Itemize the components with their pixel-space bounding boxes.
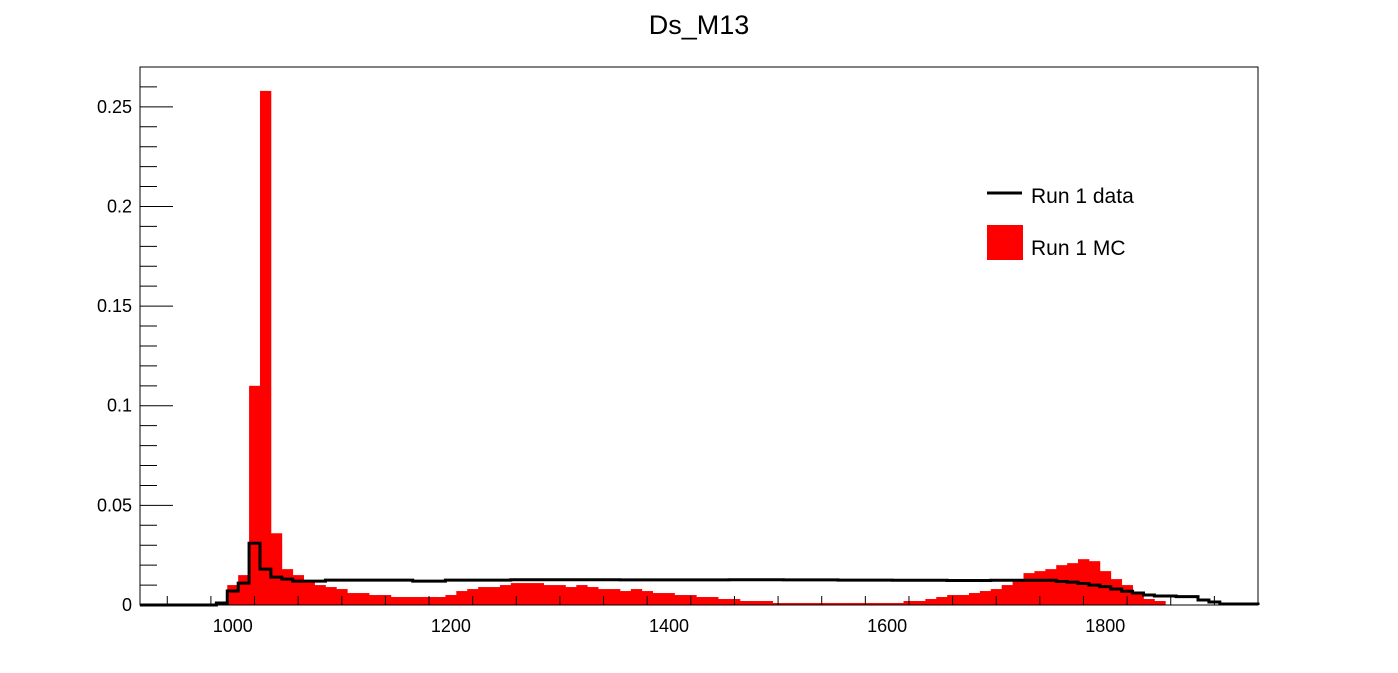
plot-frame	[139, 66, 1259, 606]
mc-bar	[347, 593, 359, 605]
y-tick-label: 0.25	[97, 97, 132, 117]
mc-bar	[249, 385, 261, 605]
mc-bar	[543, 585, 555, 605]
x-tick-label: 1200	[431, 616, 471, 636]
mc-bar	[1001, 585, 1013, 605]
mc-bar	[456, 591, 468, 605]
mc-bar	[576, 585, 588, 605]
legend-label-data: Run 1 data	[1031, 185, 1134, 208]
y-tick-label: 0.2	[107, 196, 132, 216]
mc-bar	[303, 581, 315, 605]
mc-bar	[881, 603, 894, 605]
x-tick-label: 1400	[649, 616, 689, 636]
x-tick-label: 1000	[213, 616, 253, 636]
mc-bar	[914, 601, 926, 605]
data-histogram-line	[140, 541, 1260, 607]
mc-bar	[390, 597, 403, 605]
y-tick-label: 0.1	[107, 396, 132, 416]
mc-bar	[619, 591, 632, 605]
y-tick-label: 0.05	[97, 495, 132, 515]
mc-bar	[1110, 579, 1123, 605]
legend-swatch-mc	[987, 225, 1023, 260]
mc-bar	[554, 585, 566, 605]
data-series-line	[140, 541, 1260, 607]
mc-bar	[761, 601, 774, 605]
mc-bar	[958, 595, 970, 605]
mc-bar	[979, 591, 992, 605]
mc-bar	[968, 593, 981, 605]
mc-bar	[510, 583, 523, 605]
mc-bar	[663, 593, 675, 605]
mc-bar	[794, 603, 806, 605]
mc-bar	[696, 597, 708, 605]
mc-bar	[652, 593, 664, 605]
mc-bar	[259, 90, 272, 605]
chart-title: Ds_M13	[649, 10, 750, 40]
mc-bar	[925, 599, 937, 605]
mc-bar	[478, 587, 490, 605]
mc-bar	[1121, 585, 1133, 605]
mc-bar	[870, 603, 883, 605]
mc-bar	[609, 589, 621, 605]
mc-bar	[1132, 593, 1144, 605]
axis-ticks	[140, 66, 1259, 606]
y-tick-label: 0	[122, 595, 132, 615]
x-tick-label: 1800	[1085, 616, 1125, 636]
mc-bar	[489, 587, 501, 605]
mc-bar	[587, 587, 599, 605]
legend: Run 1 data Run 1 MC	[987, 185, 1134, 260]
mc-bar	[281, 569, 294, 605]
mc-bar	[270, 533, 283, 605]
mc-bar	[314, 585, 326, 605]
mc-bar	[1067, 563, 1079, 605]
mc-bar	[674, 595, 686, 605]
x-tick-label: 1600	[867, 616, 907, 636]
mc-bar	[445, 595, 457, 605]
mc-bar	[521, 583, 534, 605]
mc-bar	[238, 575, 250, 605]
mc-bar	[369, 595, 381, 605]
mc-bar	[783, 603, 795, 605]
mc-bar	[1088, 561, 1101, 605]
mc-bar	[325, 587, 337, 605]
mc-bar	[1045, 569, 1057, 605]
mc-bar	[1012, 579, 1024, 605]
mc-bar	[892, 603, 904, 605]
mc-bar	[401, 597, 414, 605]
mc-bar	[532, 583, 544, 605]
mc-bar	[750, 601, 763, 605]
mc-bar	[434, 597, 446, 605]
mc-bar	[739, 601, 752, 605]
mc-bar	[827, 603, 839, 605]
mc-bar	[1143, 599, 1155, 605]
y-tick-label: 0.15	[97, 296, 132, 316]
axis-tick-labels: 1000 1200 1400 1600 1800 0 0.05 0.1 0.15 0.2 0.25	[97, 97, 1125, 636]
mc-bar	[630, 589, 643, 605]
mc-bar	[412, 597, 424, 605]
mc-bar	[838, 603, 850, 605]
mc-bar	[718, 599, 730, 605]
mc-bar	[565, 587, 577, 605]
mc-histogram-bars	[216, 90, 1166, 605]
mc-bar	[1023, 573, 1035, 605]
legend-label-mc: Run 1 MC	[1031, 237, 1126, 260]
mc-bar	[707, 597, 719, 605]
mc-bar	[499, 585, 512, 605]
mc-bar	[1034, 571, 1046, 605]
mc-bar	[848, 603, 861, 605]
mc-bar	[227, 585, 239, 605]
mc-bar	[1056, 565, 1068, 605]
mc-bar	[805, 603, 817, 605]
mc-bar	[358, 593, 370, 605]
mc-bar	[1154, 601, 1166, 605]
mc-bar	[292, 575, 305, 605]
mc-bar	[936, 597, 948, 605]
